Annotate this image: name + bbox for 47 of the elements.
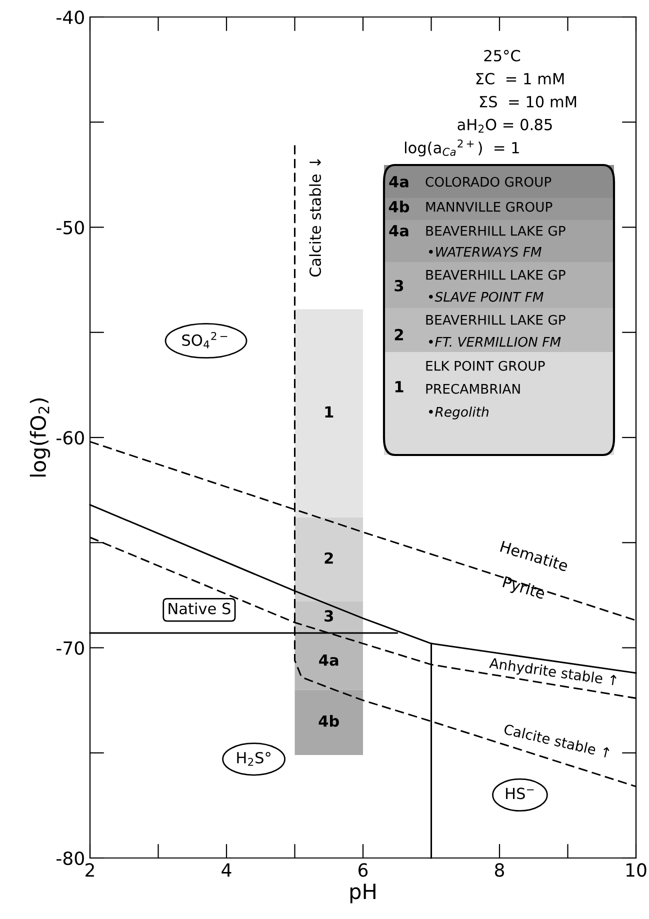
annotation: aH$_{2}$O = 0.85 xyxy=(458,118,552,133)
x-tick-label: 6 xyxy=(358,863,368,877)
annotation: MANNVILLE GROUP xyxy=(426,202,552,212)
series-label: 4b xyxy=(318,714,339,727)
annotation: •FT. VERMILLION FM xyxy=(428,336,561,347)
series-label: 1 xyxy=(325,406,334,418)
annotation: 4a xyxy=(389,225,408,236)
y-axis-title: log(fO$_{2}$) xyxy=(30,398,50,476)
annotation: Calcite stable ↑ xyxy=(504,724,610,758)
x-tick-label: 8 xyxy=(494,863,504,877)
annotation: BEAVERHILL LAKE GP xyxy=(426,270,566,280)
x-axis-title: pH xyxy=(350,884,376,904)
annotation: 3 xyxy=(394,280,404,292)
annotation: ΣS = 10 mM xyxy=(480,96,576,108)
annotation: 2 xyxy=(394,328,403,340)
annotation: ELK POINT GROUP xyxy=(426,360,545,371)
series-label: 2 xyxy=(324,552,333,564)
annotation: 4b xyxy=(388,200,410,212)
annotation: 1 xyxy=(395,381,404,392)
y-tick-label: -40 xyxy=(56,10,84,24)
annotation: •SLAVE POINT FM xyxy=(428,292,544,302)
annotation: H$_{2}$S° xyxy=(237,752,270,766)
y-tick-label: -70 xyxy=(56,641,84,655)
annotation: BEAVERHILL LAKE GP xyxy=(426,226,566,236)
x-tick-label: 4 xyxy=(222,863,232,877)
y-tick-label: -60 xyxy=(56,430,84,445)
x-tick-label: 10 xyxy=(626,863,646,877)
annotation: 25°C xyxy=(484,50,520,62)
annotation: Anhydrite stable ↑ xyxy=(488,657,617,688)
y-tick-label: -80 xyxy=(56,851,84,866)
annotation: Pyrite xyxy=(502,576,546,602)
y-tick-label: -50 xyxy=(56,220,84,234)
annotation: SO$_{4}$$^{2−}$ xyxy=(182,332,228,348)
x-tick-label: 2 xyxy=(86,863,94,877)
annotation: •Regolith xyxy=(428,406,488,420)
annotation: 4a xyxy=(389,176,408,188)
annotation: Native S xyxy=(168,602,230,614)
series-label: 3 xyxy=(324,610,333,622)
annotation: log(a$_{Ca}$$^{2+}$) = 1 xyxy=(405,139,519,156)
annotation: COLORADO GROUP xyxy=(426,176,552,187)
annotation: •WATERWAYS FM xyxy=(428,246,542,257)
annotation: PRECAMBRIAN xyxy=(426,384,520,394)
annotation: BEAVERHILL LAKE GP xyxy=(426,314,566,325)
annotation: HS$^{−}$ xyxy=(506,788,534,800)
series-label: 4a xyxy=(319,654,338,666)
annotation: ΣC = 1 mM xyxy=(476,72,564,84)
annotation: Calcite stable ↓ xyxy=(309,159,322,277)
